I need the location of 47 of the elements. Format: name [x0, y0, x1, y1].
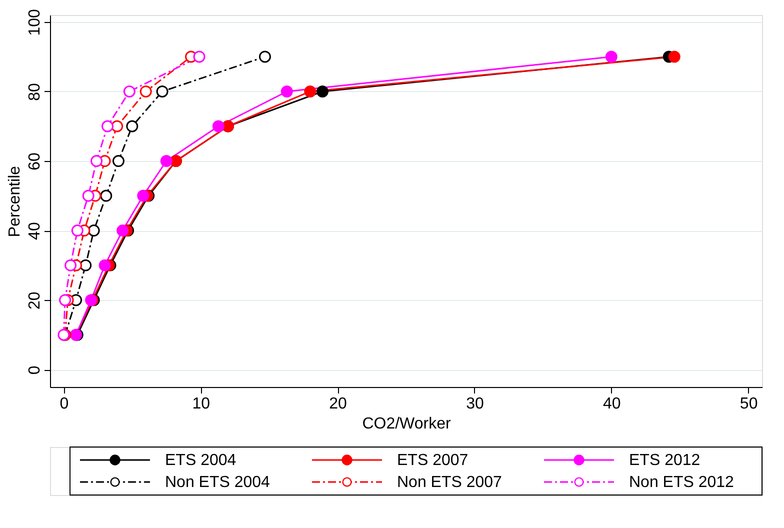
legend-label: ETS 2012 — [629, 452, 700, 469]
point — [156, 86, 168, 98]
point — [88, 224, 100, 237]
y-tick-label: 80 — [26, 82, 44, 101]
y-tick-label: 60 — [26, 152, 44, 170]
point — [193, 50, 206, 63]
point — [64, 259, 77, 272]
point — [100, 190, 112, 202]
point — [126, 120, 138, 132]
point — [59, 294, 72, 306]
legend-label: Non ETS 2004 — [165, 474, 270, 491]
point — [102, 120, 114, 132]
y-tick-label: 0 — [26, 366, 44, 375]
point — [116, 224, 129, 237]
x-axis-title: CO2/Worker — [362, 416, 452, 432]
x-tick-label: 20 — [329, 396, 348, 412]
legend-label: Non ETS 2012 — [629, 474, 734, 491]
point — [123, 86, 136, 98]
point — [212, 120, 224, 132]
point — [304, 86, 316, 98]
x-tick-label: 10 — [192, 396, 210, 412]
point — [280, 86, 293, 98]
legend-label: ETS 2007 — [397, 452, 468, 469]
point — [140, 86, 152, 98]
point — [316, 86, 328, 98]
point — [80, 259, 92, 272]
y-tick-label: 20 — [26, 292, 44, 310]
point — [112, 155, 124, 167]
point — [111, 120, 124, 132]
x-tick-label: 50 — [740, 396, 758, 412]
point — [71, 224, 84, 237]
y-axis-title: Percentile — [6, 166, 24, 238]
point — [258, 50, 271, 63]
point — [90, 155, 103, 167]
point — [82, 190, 94, 202]
x-tick-label: 40 — [602, 396, 621, 412]
legend-label: Non ETS 2007 — [397, 474, 502, 491]
y-tick-label: 40 — [26, 222, 44, 240]
point — [98, 259, 111, 272]
point — [668, 50, 680, 63]
x-tick-label: 30 — [466, 396, 484, 412]
point — [605, 50, 618, 63]
legend-label: ETS 2004 — [165, 452, 236, 469]
y-tick-label: 100 — [26, 9, 44, 36]
point — [160, 155, 172, 167]
point — [137, 190, 150, 202]
x-tick-label: 0 — [60, 396, 69, 412]
